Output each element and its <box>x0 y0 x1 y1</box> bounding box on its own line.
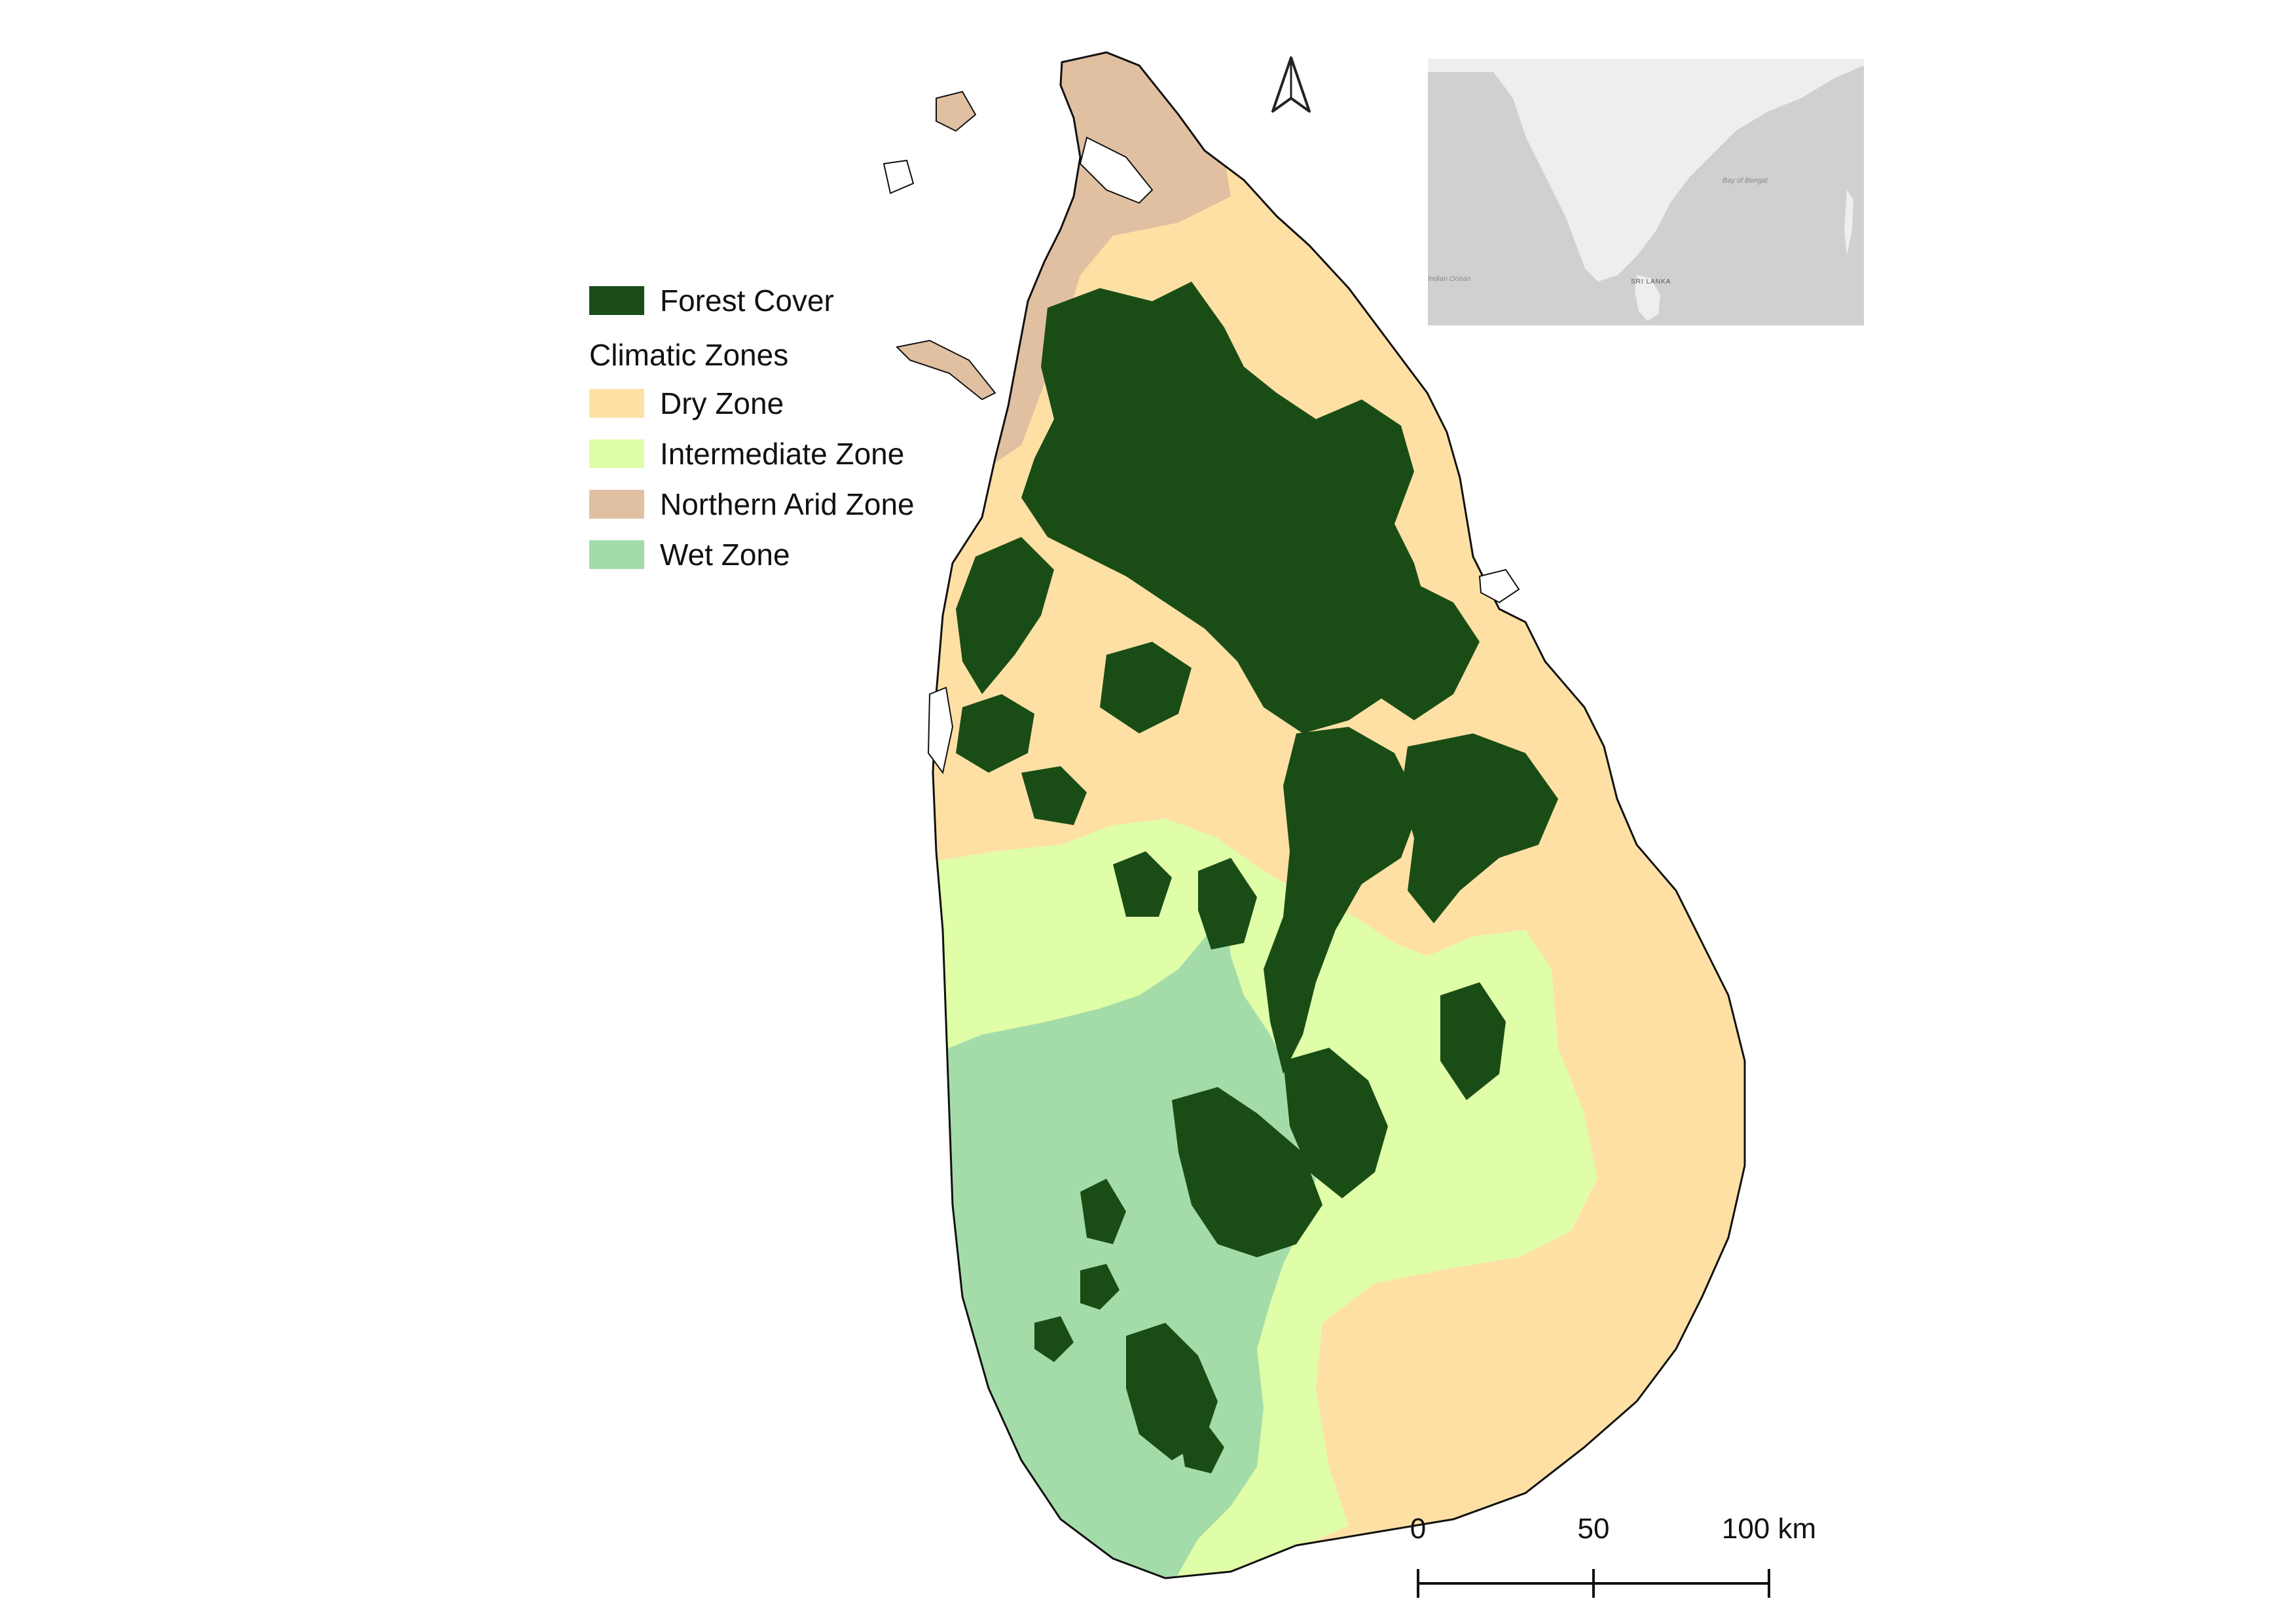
forest-patch <box>1283 1048 1388 1198</box>
inset-label-bay: Bay of Bengal <box>1722 177 1768 185</box>
northern-islet <box>883 159 915 194</box>
indian-subcontinent <box>1428 59 1864 282</box>
inset-label-ocean: Indian Ocean <box>1428 275 1471 283</box>
forest-patch <box>1034 1316 1074 1362</box>
northern-arid-zone-swatch <box>589 489 644 519</box>
sri-lanka-inset <box>1635 275 1660 321</box>
legend-label: Northern Arid Zone <box>660 487 915 521</box>
scale-tick <box>1768 1569 1770 1598</box>
forest-patch <box>1021 282 1427 733</box>
legend-item-northern-arid-zone: Northern Arid Zone <box>589 479 915 529</box>
legend-item-dry-zone: Dry Zone <box>589 378 915 428</box>
coastline <box>932 51 1746 1579</box>
forest-cover <box>956 282 1558 1473</box>
scale-label-0: 0 <box>1410 1513 1427 1545</box>
legend-label: Forest Cover <box>660 283 834 318</box>
forest-patch <box>956 694 1034 773</box>
forest-patch <box>1021 766 1087 825</box>
jaffna-lagoon <box>1079 136 1154 204</box>
inset-label-country: SRI LANKA <box>1631 278 1671 286</box>
legend-label: Wet Zone <box>660 537 790 572</box>
forest-patch <box>1349 576 1480 720</box>
legend-item-intermediate-zone: Intermediate Zone <box>589 428 915 479</box>
forest-patch <box>1172 1087 1322 1257</box>
forest-patch <box>1264 727 1421 1074</box>
forest-patch <box>956 537 1054 694</box>
dry-zone-swatch <box>589 388 644 418</box>
puttalam-lagoon <box>927 686 954 775</box>
forest-patch <box>1401 733 1558 923</box>
scale-label-100: 100 km <box>1721 1513 1817 1545</box>
mannar-island <box>895 339 996 401</box>
legend-label: Dry Zone <box>660 386 784 420</box>
scale-tick <box>1592 1569 1595 1598</box>
forest-patch <box>1440 982 1506 1100</box>
locator-inset-map: Bay of Bengal Indian Ocean SRI LANKA <box>1428 59 1864 325</box>
forest-patch <box>1080 1179 1126 1244</box>
north-arrow-icon <box>1267 55 1315 115</box>
legend-item-wet-zone: Wet Zone <box>589 529 915 580</box>
forest-patch <box>1178 1421 1224 1473</box>
wet-zone-swatch <box>589 540 644 569</box>
forest-patch <box>1113 851 1172 917</box>
scale-tick <box>1417 1569 1419 1598</box>
scale-label-50: 50 <box>1577 1513 1610 1545</box>
legend-item-forest-cover: Forest Cover <box>589 275 915 325</box>
trincomalee-bay <box>1478 568 1520 604</box>
map-legend: Forest Cover Climatic Zones Dry Zone Int… <box>589 275 915 580</box>
forest-patch <box>1100 642 1192 733</box>
intermediate-zone-swatch <box>589 439 644 468</box>
scale-bar: 0 50 100 km <box>1394 1513 1816 1604</box>
wet-zone-area <box>933 904 1316 1578</box>
forest-cover-swatch <box>589 286 644 315</box>
forest-patch <box>1198 858 1257 950</box>
legend-heading: Climatic Zones <box>589 338 789 372</box>
northern-islet <box>936 90 977 132</box>
legend-label: Intermediate Zone <box>660 436 905 471</box>
forest-patch <box>1080 1264 1120 1310</box>
island-chain <box>1844 190 1853 255</box>
